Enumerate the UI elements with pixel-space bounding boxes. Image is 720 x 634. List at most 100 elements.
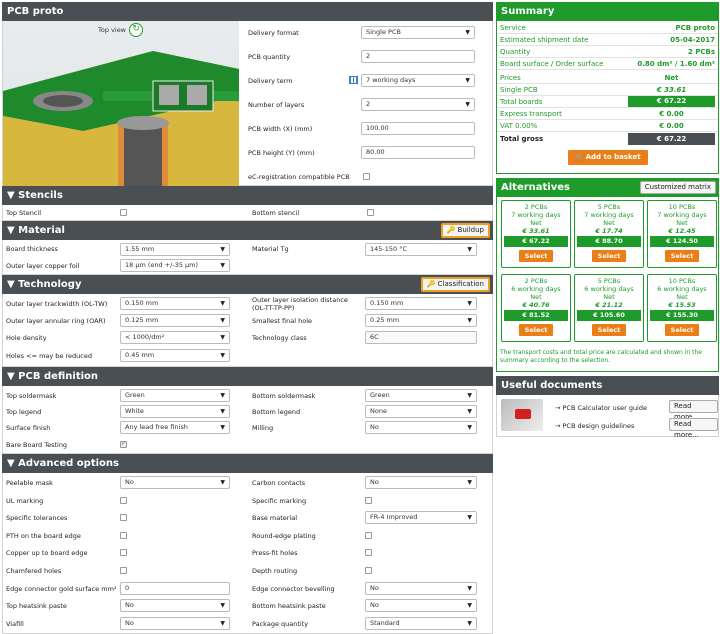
advanced-option-select[interactable]: No ▼: [365, 581, 477, 595]
rotate-icon[interactable]: ↻: [129, 23, 143, 37]
technology-class-label: Technology class: [252, 334, 307, 342]
material-tg-select[interactable]: 145-150 °C ▼: [365, 243, 477, 256]
advanced-option-checkbox[interactable]: [120, 514, 127, 522]
bottom-legend-select[interactable]: None ▼: [365, 405, 477, 418]
holes-reduced-value: 0.45 mm: [125, 351, 155, 359]
trackwidth-label: Outer layer trackwidth (OL-TW): [6, 300, 108, 308]
alternative-card[interactable]: 5 PCBs 7 working days Net € 17.74 € 88.70 Sel…: [574, 200, 644, 268]
hole-density-value: < 1000/dm²: [125, 333, 165, 341]
proto-field-label: eC-registration compatible PCB: [248, 173, 350, 181]
alt-select-button[interactable]: Select: [591, 250, 627, 262]
top-legend-select[interactable]: White ▼: [120, 405, 230, 418]
bottom-soldermask-select[interactable]: Green ▼: [365, 389, 477, 402]
alternative-card[interactable]: 5 PCBs 6 working days Net € 21.12 € 105.60 Se…: [574, 274, 644, 342]
user-guide-link[interactable]: → PCB Calculator user guide: [555, 404, 647, 412]
advanced-option-checkbox[interactable]: [120, 567, 127, 574]
proto-select[interactable]: 2 ▼: [361, 98, 475, 111]
smallest-hole-select[interactable]: 0.25 mm ▼: [365, 314, 477, 327]
hole-density-label: Hole density: [6, 334, 47, 342]
alternative-card[interactable]: 10 PCBs 6 working days Net € 15.53 € 155.30 S…: [647, 274, 717, 342]
advanced-option-select[interactable]: No ▼: [365, 599, 477, 613]
top-stencil-checkbox[interactable]: [120, 209, 127, 216]
classification-button[interactable]: 🔑 Classification: [420, 277, 490, 292]
advanced-option-checkbox[interactable]: [365, 549, 372, 557]
advanced-option-label: Copper up to board edge: [6, 549, 88, 558]
proto-select[interactable]: Single PCB ▼: [361, 26, 475, 39]
alternative-card[interactable]: 10 PCBs 7 working days Net € 12.45 € 124.50 S…: [647, 200, 717, 268]
alternative-card[interactable]: 2 PCBs 7 working days Net € 33.61 € 67.22 Sel…: [501, 200, 571, 268]
top-legend-label: Top legend: [6, 408, 42, 416]
alt-net-label: Net: [530, 293, 542, 301]
advanced-option-select[interactable]: No ▼: [120, 616, 230, 630]
advanced-option-checkbox[interactable]: [365, 531, 372, 539]
alt-select-button[interactable]: Select: [664, 250, 700, 262]
advanced-option-checkbox[interactable]: [120, 549, 127, 557]
advanced-option-select[interactable]: No ▼: [120, 599, 230, 613]
express-value: € 0.00: [659, 109, 684, 118]
advanced-option-label: Specific tolerances: [6, 514, 68, 523]
advanced-option-checkbox[interactable]: [120, 496, 127, 504]
advanced-option-checkbox[interactable]: [365, 567, 372, 574]
alternative-card[interactable]: 2 PCBs 6 working days Net € 40.76 € 81.52 Sel…: [501, 274, 571, 342]
top-soldermask-select[interactable]: Green ▼: [120, 389, 230, 402]
chevron-down-icon: ▼: [467, 602, 472, 610]
outer-copper-select[interactable]: 18 µm (end +/-35 µm) ▼: [120, 259, 230, 272]
express-label: Express transport: [500, 109, 562, 118]
alt-select-button[interactable]: Select: [518, 250, 554, 262]
alt-select-button[interactable]: Select: [518, 324, 554, 336]
add-to-basket-button[interactable]: 🛒 Add to basket: [567, 150, 648, 165]
pcb-definition-header[interactable]: ▼ PCB definition: [2, 367, 493, 386]
holes-reduced-select[interactable]: 0.45 mm ▼: [120, 349, 230, 362]
trackwidth-select[interactable]: 0.150 mm ▼: [120, 297, 230, 310]
pcb-definition-title: ▼ PCB definition: [7, 371, 99, 382]
proto-input[interactable]: 80.00: [361, 146, 475, 159]
alt-select-button[interactable]: Select: [591, 324, 627, 336]
bottom-stencil-checkbox[interactable]: [367, 209, 374, 216]
advanced-option-checkbox[interactable]: [365, 496, 372, 504]
advanced-option-checkbox[interactable]: [120, 531, 127, 539]
isolation-select[interactable]: 0.150 mm ▼: [365, 297, 477, 310]
proto-input[interactable]: 100.00: [361, 122, 475, 135]
advanced-option-select[interactable]: No ▼: [120, 476, 230, 489]
stencils-header[interactable]: ▼ Stencils: [2, 186, 493, 205]
single-pcb-label: Single PCB: [500, 85, 538, 94]
proto-input[interactable]: 2: [361, 50, 475, 63]
advanced-option-label: Edge connector bevelling: [252, 584, 335, 593]
advanced-option-input[interactable]: 0: [120, 581, 230, 595]
surface-finish-select[interactable]: Any lead free finish ▼: [120, 421, 230, 434]
proto-select[interactable]: 7 working days ▼: [361, 74, 475, 87]
board-thickness-select[interactable]: 1.55 mm ▼: [120, 243, 230, 256]
alt-select-button[interactable]: Select: [664, 324, 700, 336]
chevron-down-icon: ▼: [220, 392, 225, 399]
read-more-button[interactable]: Read more...: [669, 400, 718, 421]
ec-registration-checkbox[interactable]: [363, 173, 370, 180]
read-more-button[interactable]: Read more...: [669, 418, 718, 439]
material-header[interactable]: ▼ Material 🔑 Buildup: [2, 221, 493, 240]
documents-section: → PCB Calculator user guide Read more...…: [496, 395, 719, 439]
alt-total: € 67.22: [504, 236, 568, 247]
chevron-down-icon: ▼: [220, 424, 225, 431]
buildup-button[interactable]: 🔑 Buildup: [440, 223, 490, 238]
advanced-option-select[interactable]: No ▼: [365, 476, 477, 489]
annular-ring-select[interactable]: 0.125 mm ▼: [120, 314, 230, 327]
design-guidelines-link[interactable]: → PCB design guidelines: [555, 422, 635, 430]
net-label: Net: [664, 73, 679, 82]
total-boards-row: Total boards € 67.22: [497, 96, 718, 108]
left-column: PCB proto Top view ↻ Delivery format Sing…: [2, 2, 493, 634]
summary-value: 2 PCBs: [687, 47, 715, 56]
milling-select[interactable]: No ▼: [365, 421, 477, 434]
advanced-option-select[interactable]: Standard ▼: [365, 616, 477, 630]
alternatives-header: Alternatives Customized matrix: [496, 178, 719, 197]
technology-header[interactable]: ▼ Technology 🔑 Classification: [2, 275, 493, 294]
advanced-options-header[interactable]: ▼ Advanced options: [2, 454, 493, 473]
advanced-option-select[interactable]: FR-4 Improved ▼: [365, 511, 477, 525]
summary-value: PCB proto: [675, 23, 715, 32]
advanced-option-label: Depth routing: [252, 567, 298, 575]
customized-matrix-button[interactable]: Customized matrix: [639, 181, 716, 194]
proto-field-value: 7 working days: [366, 76, 416, 84]
hole-density-select[interactable]: < 1000/dm² ▼: [120, 331, 230, 344]
chevron-down-icon: ▼: [220, 619, 225, 627]
advanced-option-label: UL marking: [6, 496, 44, 505]
bare-board-testing-checkbox[interactable]: [120, 440, 127, 448]
calendar-icon[interactable]: [349, 76, 358, 84]
